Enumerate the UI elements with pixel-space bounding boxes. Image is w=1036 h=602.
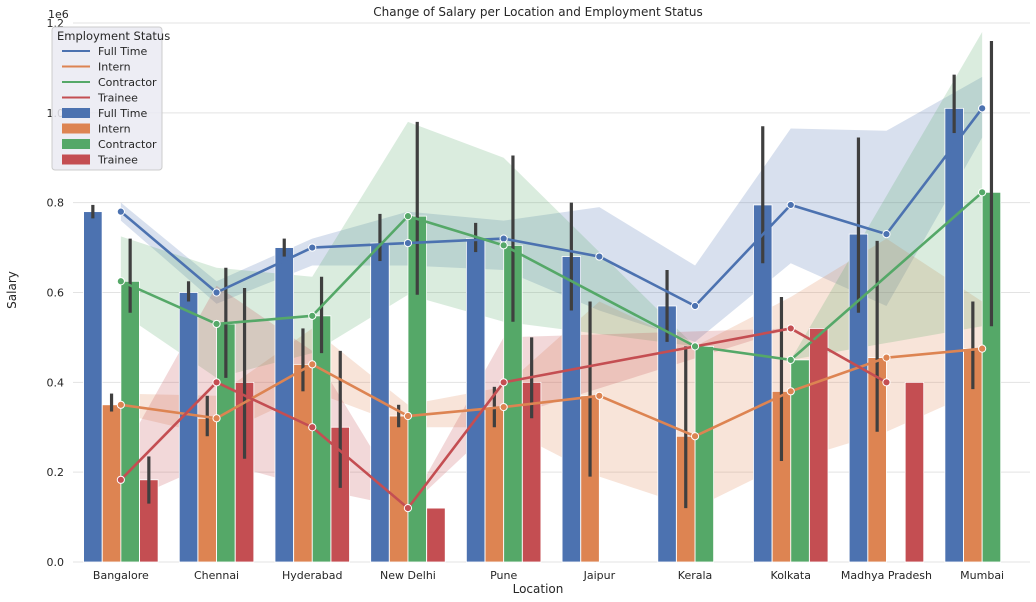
legend-title: Employment Status: [57, 29, 170, 43]
legend: Employment Status Full Time Intern Contrac…: [51, 26, 170, 171]
point-full-time-jaipur: [595, 252, 604, 261]
bars: [83, 107, 1002, 563]
x-tick-label-madhya-pradesh: Madhya Pradesh: [841, 569, 932, 582]
x-tick-label-kerala: Kerala: [678, 569, 713, 582]
legend-bar-trainee: [62, 154, 90, 165]
bar-contractor-bangalore: [120, 280, 140, 563]
x-tick-label-mumbai: Mumbai: [960, 569, 1004, 582]
bar-contractor-kerala: [694, 345, 714, 563]
x-tick-label-hyderabad: Hyderabad: [282, 569, 343, 582]
bar-intern-chennai: [197, 417, 217, 563]
point-full-time-new-delhi: [403, 238, 413, 248]
y-tick-label: 0.8: [47, 197, 65, 210]
y-tick-label: 0.6: [47, 287, 65, 300]
x-axis-label: Location: [513, 582, 564, 596]
chart-title: Change of Salary per Location and Employ…: [373, 5, 702, 19]
point-full-time-madhya-pradesh: [882, 230, 891, 239]
x-tick-label-jaipur: Jaipur: [583, 569, 616, 582]
point-intern-kerala: [690, 432, 700, 441]
point-trainee-pune: [499, 378, 508, 387]
x-tick-label-chennai: Chennai: [194, 569, 239, 582]
legend-bar-intern: [62, 123, 90, 134]
point-full-time-pune: [499, 234, 508, 243]
point-trainee-kolkata: [786, 324, 795, 333]
line-contractor: [120, 191, 984, 362]
point-intern-chennai: [212, 414, 221, 423]
y-tick-label: 0.4: [47, 376, 65, 389]
bar-full-time-hyderabad: [274, 247, 294, 563]
y-tick-label: 0.2: [47, 466, 65, 479]
legend-box: [51, 26, 163, 171]
point-trainee-new-delhi: [403, 504, 413, 513]
x-tick-label-new-delhi: New Delhi: [380, 569, 436, 582]
point-intern-madhya-pradesh: [882, 353, 891, 362]
point-intern-kolkata: [786, 387, 795, 396]
point-intern-pune: [499, 402, 508, 412]
series-markers: [116, 104, 987, 513]
bar-trainee-kolkata: [809, 328, 829, 563]
bar-trainee-madhya-pradesh: [904, 381, 925, 563]
legend-line-label-intern: Intern: [98, 61, 131, 74]
point-intern-mumbai: [978, 344, 987, 353]
legend-bar-label-trainee: Trainee: [97, 154, 138, 167]
y-offset-label: 1e6: [48, 8, 69, 21]
point-contractor-kerala: [690, 342, 700, 351]
point-contractor-hyderabad: [308, 311, 317, 320]
x-tick-label-bangalore: Bangalore: [93, 569, 149, 582]
point-intern-new-delhi: [403, 411, 413, 421]
point-contractor-new-delhi: [403, 212, 413, 221]
bar-intern-pune: [484, 406, 505, 563]
y-axis-label: Salary: [5, 271, 19, 309]
bar-full-time-kerala: [657, 305, 677, 563]
legend-bar-contractor: [62, 139, 90, 149]
point-intern-jaipur: [595, 391, 604, 400]
bar-full-time-pune: [465, 238, 486, 563]
point-full-time-chennai: [212, 288, 221, 297]
legend-bar-label-contractor: Contractor: [98, 138, 157, 151]
point-contractor-pune: [499, 241, 508, 250]
bar-full-time-bangalore: [83, 211, 103, 563]
point-trainee-hyderabad: [308, 423, 317, 432]
legend-bar-label-full-time: Full Time: [98, 107, 147, 120]
bar-full-time-new-delhi: [370, 242, 390, 563]
point-full-time-hyderabad: [308, 243, 317, 252]
point-contractor-kolkata: [786, 355, 795, 364]
legend-bar-full-time: [62, 108, 90, 118]
bar-intern-hyderabad: [293, 363, 313, 563]
point-full-time-bangalore: [116, 207, 125, 216]
line-intern: [120, 347, 983, 438]
x-tick-labels: Bangalore Chennai Hyderabad New Delhi Pune Ja…: [93, 569, 1004, 582]
legend-line-label-full-time: Full Time: [98, 45, 147, 58]
bar-full-time-mumbai: [944, 107, 964, 563]
point-contractor-mumbai: [978, 188, 987, 197]
legend-line-label-trainee: Trainee: [97, 92, 138, 105]
y-tick-label: 0.0: [47, 556, 65, 569]
bar-full-time-chennai: [178, 292, 199, 563]
point-contractor-bangalore: [116, 277, 125, 286]
point-intern-bangalore: [116, 400, 125, 409]
point-intern-hyderabad: [308, 360, 317, 369]
error-bars: [91, 40, 994, 509]
point-trainee-chennai: [212, 378, 221, 387]
bar-intern-new-delhi: [388, 415, 409, 563]
line-full-time: [120, 107, 984, 308]
bar-trainee-new-delhi: [426, 507, 446, 563]
point-trainee-bangalore: [116, 475, 125, 484]
point-contractor-chennai: [212, 319, 221, 329]
point-full-time-mumbai: [978, 104, 987, 113]
x-tick-label-kolkata: Kolkata: [771, 569, 811, 582]
x-tick-label-pune: Pune: [490, 569, 517, 582]
legend-line-label-contractor: Contractor: [98, 76, 157, 89]
point-full-time-kolkata: [786, 200, 795, 210]
bar-intern-bangalore: [101, 404, 122, 563]
point-trainee-madhya-pradesh: [882, 378, 891, 387]
legend-bar-label-intern: Intern: [98, 123, 131, 136]
point-full-time-kerala: [690, 301, 700, 311]
